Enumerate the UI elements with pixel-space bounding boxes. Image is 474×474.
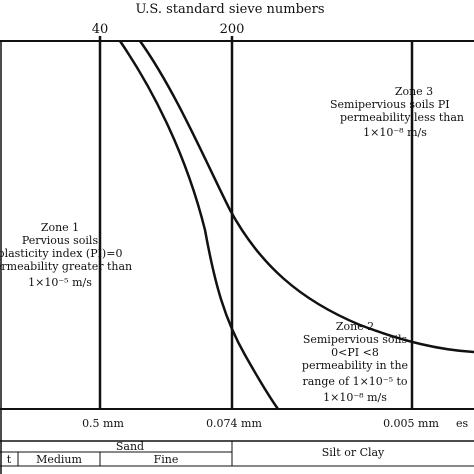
zone3-title: Zone 3 xyxy=(394,85,434,98)
zone2-title: Zone 2 xyxy=(335,320,375,333)
axis-label-0-5mm: 0.5 mm xyxy=(82,417,124,430)
zone2-line-5: range of 1×10⁻⁵ to xyxy=(302,375,408,388)
zone3-line-2: Semipervious soils PI xyxy=(330,98,450,111)
boundary-curve-zone2-zone3 xyxy=(138,40,474,354)
zone1-line-5: 1×10⁻⁵ m/s xyxy=(28,276,92,289)
axis-label-0-005mm: 0.005 mm xyxy=(383,417,439,430)
zone2-line-6: 1×10⁻⁸ m/s xyxy=(323,391,387,404)
zone1-line-3: plasticity index (PI)=0 xyxy=(0,247,123,260)
axis-label-0-074mm: 0.074 mm xyxy=(206,417,262,430)
axis-label-es: es xyxy=(456,417,469,430)
zone2-line-4: permeability in the xyxy=(301,359,409,372)
zone2-line-3: 0<PI <8 xyxy=(331,346,379,359)
table-cell-t: t xyxy=(6,453,12,466)
zone3-line-3: permeability less than xyxy=(340,111,464,124)
table-cell-silt-or-clay: Silt or Clay xyxy=(321,446,385,459)
zone2-line-2: Semipervious soils xyxy=(302,333,408,346)
zone1-line-2: Pervious soils xyxy=(21,234,99,247)
boundary-curve-zone1-zone2 xyxy=(118,40,280,410)
zone1-line-4: permeability greater than xyxy=(0,260,133,273)
zone3-line-4: 1×10⁻⁸ m/s xyxy=(363,126,427,139)
table-cell-medium: Medium xyxy=(36,453,82,466)
sieve-header-title: U.S. standard sieve numbers xyxy=(135,2,325,17)
table-cell-fine: Fine xyxy=(153,453,179,466)
zone1-title: Zone 1 xyxy=(40,221,80,234)
sand-header: Sand xyxy=(115,440,145,453)
sieve-40-label: 40 xyxy=(91,22,109,37)
sieve-200-label: 200 xyxy=(219,22,245,37)
